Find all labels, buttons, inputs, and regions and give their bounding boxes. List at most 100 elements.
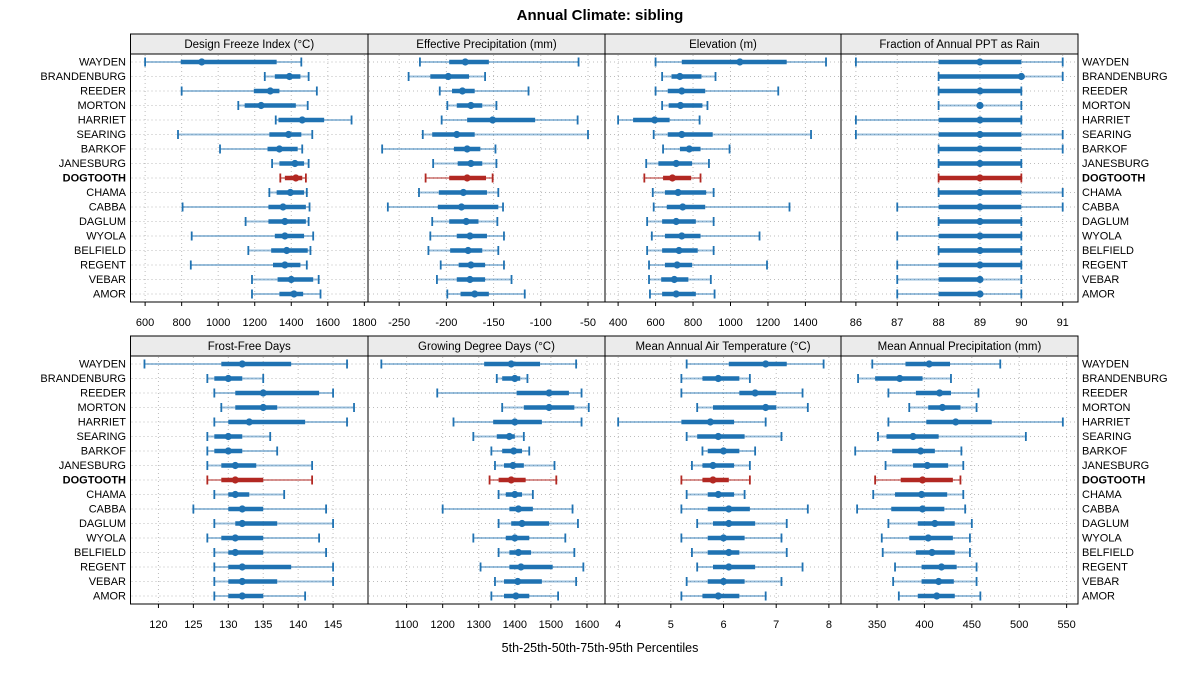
percentile-row-janesburg-frost-free-days	[131, 461, 367, 470]
median-dot	[511, 490, 519, 499]
median-dot	[976, 188, 984, 197]
station-label-left-morton: MORTON	[78, 100, 127, 112]
median-dot	[245, 418, 253, 426]
percentile-row-regent-effective-precipitation-mm	[369, 260, 604, 270]
percentile-row-cabba-frost-free-days	[131, 504, 367, 514]
percentile-row-brandenburg-effective-precipitation-mm	[369, 72, 604, 81]
percentile-row-janesburg-growing-degree-days-c	[369, 461, 604, 470]
station-label-right-regent: REGENT	[1082, 562, 1128, 574]
percentile-row-cabba-fraction-of-annual-ppt-as-rain	[842, 202, 1077, 212]
tick-label: -100	[530, 317, 552, 329]
median-dot	[298, 116, 306, 124]
tick-label: 5	[668, 619, 674, 631]
percentile-row-reeder-mean-annual-air-temperature-c	[606, 388, 840, 398]
median-dot	[923, 461, 931, 470]
percentile-row-harriet-effective-precipitation-mm	[369, 115, 604, 125]
station-label-left-janesburg: JANESBURG	[59, 460, 126, 472]
percentile-row-daglum-mean-annual-precipitation-mm	[842, 519, 1077, 528]
station-label-right-morton: MORTON	[1082, 100, 1131, 112]
percentile-row-morton-design-freeze-index-c	[131, 101, 367, 110]
median-dot	[512, 592, 520, 600]
median-dot	[224, 432, 232, 441]
station-label-right-searing: SEARING	[1082, 431, 1132, 443]
percentile-legend-caption: 5th-25th-50th-75th-95th Percentiles	[501, 641, 699, 655]
station-label-left-dogtooth: DOGTOOTH	[63, 475, 126, 487]
strip-title-effective-precipitation-mm: Effective Precipitation (mm)	[416, 39, 557, 51]
station-label-left-chama: CHAMA	[86, 489, 126, 501]
station-label-right-amor: AMOR	[1082, 289, 1115, 301]
tick-label: 1400	[503, 619, 527, 631]
median-dot	[511, 534, 519, 542]
strip-title-mean-annual-precipitation-mm: Mean Annual Precipitation (mm)	[878, 341, 1042, 353]
station-label-right-reeder: REEDER	[1082, 86, 1128, 98]
median-dot	[459, 188, 467, 197]
median-dot	[714, 432, 722, 441]
median-dot	[674, 188, 682, 197]
percentile-row-regent-frost-free-days	[131, 562, 367, 572]
median-dot	[462, 217, 470, 226]
tick-label: 91	[1057, 317, 1069, 329]
station-label-right-amor: AMOR	[1082, 591, 1115, 603]
station-label-left-harriet: HARRIET	[78, 115, 127, 127]
median-dot	[231, 490, 239, 499]
percentile-row-amor-mean-annual-precipitation-mm	[842, 591, 1077, 601]
median-dot	[670, 275, 678, 284]
median-dot	[976, 130, 984, 139]
percentile-row-belfield-mean-annual-air-temperature-c	[606, 548, 840, 557]
tick-label: 130	[219, 619, 237, 631]
tick-label: 1400	[279, 317, 303, 329]
median-dot	[1017, 72, 1025, 81]
tick-label: 86	[850, 317, 862, 329]
tick-label: 88	[932, 317, 944, 329]
tick-label: 7	[773, 619, 779, 631]
percentile-row-dogtooth-frost-free-days	[131, 475, 367, 485]
tick-label: 8	[826, 619, 832, 631]
percentile-row-regent-design-freeze-index-c	[131, 260, 367, 270]
median-dot	[672, 217, 680, 226]
station-label-left-reeder: REEDER	[80, 86, 126, 98]
percentile-row-chama-mean-annual-air-temperature-c	[606, 490, 840, 499]
median-dot	[518, 519, 526, 528]
median-dot	[976, 174, 984, 182]
percentile-row-amor-growing-degree-days-c	[369, 591, 604, 601]
median-dot	[672, 290, 680, 298]
station-label-left-wyola: WYOLA	[86, 533, 126, 545]
median-dot	[714, 374, 722, 383]
median-dot	[706, 418, 714, 426]
median-dot	[685, 145, 693, 153]
percentile-row-cabba-design-freeze-index-c	[131, 202, 367, 212]
percentile-row-chama-mean-annual-precipitation-mm	[842, 490, 1077, 499]
median-dot	[464, 246, 472, 255]
percentile-row-daglum-elevation-m	[606, 217, 840, 226]
median-dot	[714, 490, 722, 499]
median-dot	[281, 217, 289, 226]
tick-label: 1000	[718, 317, 742, 329]
tick-label: 135	[254, 619, 272, 631]
median-dot	[231, 461, 239, 470]
percentile-row-vebar-mean-annual-air-temperature-c	[606, 577, 840, 586]
percentile-row-morton-mean-annual-precipitation-mm	[842, 403, 1077, 412]
percentile-row-reeder-elevation-m	[606, 86, 840, 96]
median-dot	[275, 145, 283, 153]
percentile-row-barkof-effective-precipitation-mm	[369, 144, 604, 154]
tick-label: 400	[609, 317, 627, 329]
tick-label: 125	[184, 619, 202, 631]
percentile-row-reeder-frost-free-days	[131, 388, 367, 398]
percentile-row-cabba-growing-degree-days-c	[369, 504, 604, 514]
percentile-row-janesburg-design-freeze-index-c	[131, 159, 367, 168]
percentile-row-cabba-effective-precipitation-mm	[369, 202, 604, 212]
median-dot	[238, 360, 246, 368]
percentile-row-searing-fraction-of-annual-ppt-as-rain	[842, 130, 1077, 139]
station-label-right-barkof: BARKOF	[1082, 446, 1128, 458]
station-label-right-chama: CHAMA	[1082, 187, 1122, 199]
station-label-left-belfield: BELFIELD	[74, 245, 126, 257]
median-dot	[505, 432, 514, 441]
median-dot	[679, 203, 687, 211]
station-label-left-daglum: DAGLUM	[79, 216, 126, 228]
station-label-right-daglum: DAGLUM	[1082, 216, 1129, 228]
percentile-row-janesburg-mean-annual-air-temperature-c	[606, 461, 840, 470]
percentile-row-chama-effective-precipitation-mm	[369, 188, 604, 197]
percentile-row-brandenburg-fraction-of-annual-ppt-as-rain	[842, 72, 1077, 81]
station-label-right-harriet: HARRIET	[1082, 115, 1131, 127]
percentile-row-dogtooth-fraction-of-annual-ppt-as-rain	[842, 173, 1077, 183]
